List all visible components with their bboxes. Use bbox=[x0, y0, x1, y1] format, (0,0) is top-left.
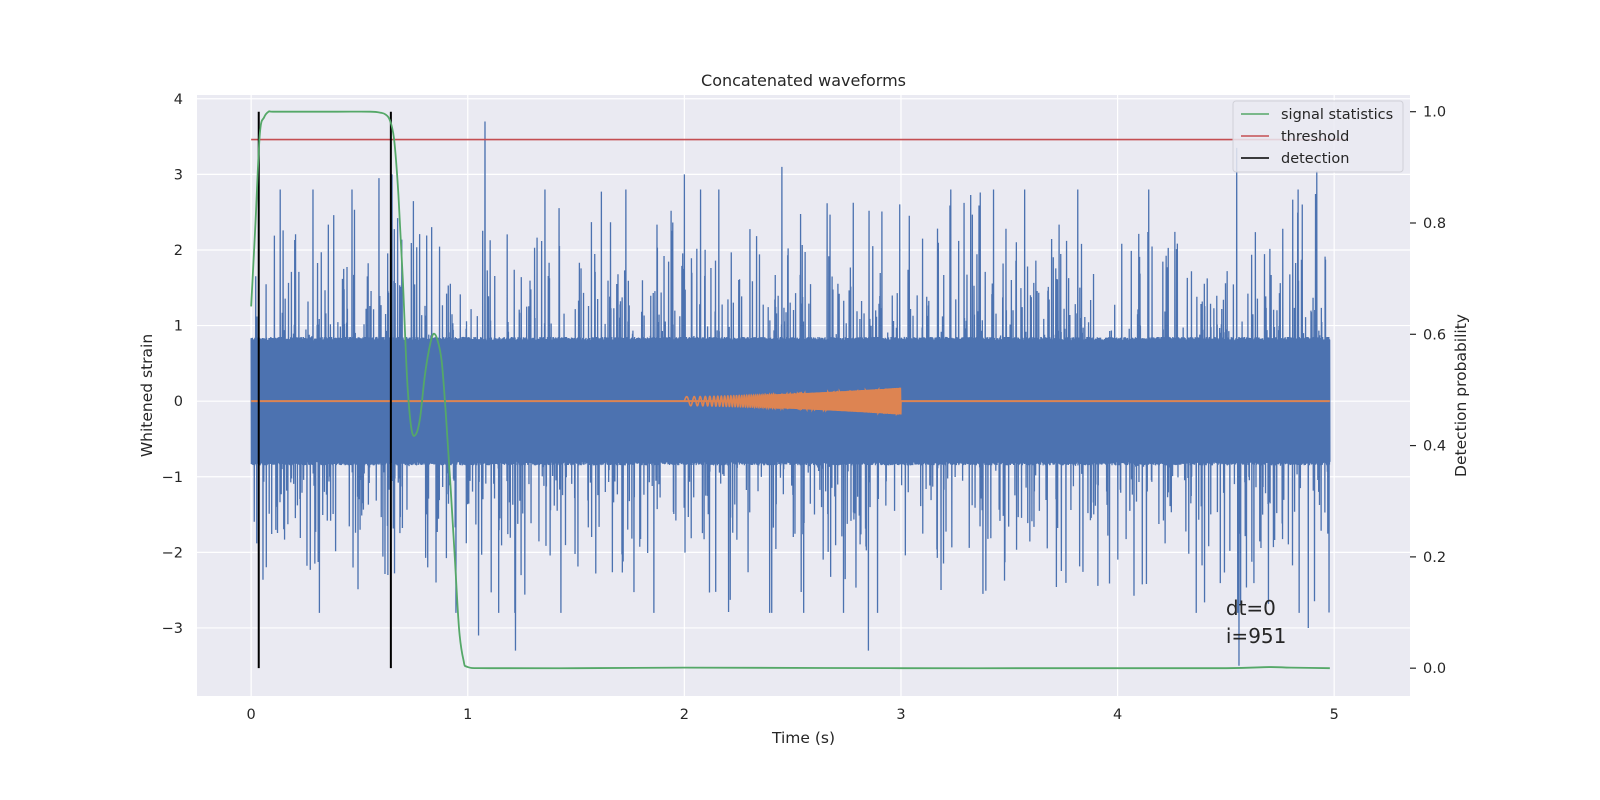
legend: signal statistics threshold detection bbox=[1232, 100, 1404, 173]
legend-entry-detection: detection bbox=[1281, 151, 1349, 167]
y-right-tick-label: 0.6 bbox=[1423, 327, 1446, 343]
y-tick-label: 3 bbox=[174, 167, 183, 183]
x-tick-label: 0 bbox=[247, 707, 256, 723]
y-axis-label: Whitened strain bbox=[138, 334, 156, 457]
y-tick-label: −3 bbox=[162, 621, 183, 637]
y-tick-label: −2 bbox=[162, 545, 183, 561]
x-tick-label: 1 bbox=[463, 707, 472, 723]
x-tick-label: 3 bbox=[896, 707, 905, 723]
chart-title: Concatenated waveforms bbox=[701, 71, 906, 90]
x-tick-label: 4 bbox=[1113, 707, 1122, 723]
series-waveform-chirp bbox=[683, 387, 902, 417]
y-tick-label: 2 bbox=[174, 243, 183, 259]
y-right-tick-label: 0.4 bbox=[1423, 439, 1446, 455]
legend-entry-signal-statistics: signal statistics bbox=[1281, 107, 1393, 123]
y-axis-right-label: Detection probability bbox=[1452, 314, 1470, 477]
legend-box bbox=[1232, 100, 1404, 173]
y-right-tick-label: 0.8 bbox=[1423, 216, 1446, 232]
x-tick-label: 5 bbox=[1330, 707, 1339, 723]
series-signal-statistics bbox=[250, 110, 1330, 670]
y-tick-label: 4 bbox=[174, 92, 183, 108]
x-tick-label: 2 bbox=[680, 707, 689, 723]
y-right-tick-label: 0.0 bbox=[1423, 661, 1446, 677]
x-axis-label: Time (s) bbox=[771, 729, 835, 747]
annotation-dt: dt=0 bbox=[1226, 596, 1276, 620]
y-tick-label: −1 bbox=[162, 470, 183, 486]
annotation-index: i=951 bbox=[1226, 624, 1287, 648]
y-tick-label: 0 bbox=[174, 394, 183, 410]
y-right-tick-label: 0.2 bbox=[1423, 550, 1446, 566]
y-tick-label: 1 bbox=[174, 319, 183, 335]
legend-entry-threshold: threshold bbox=[1281, 129, 1349, 145]
y-right-tick-label: 1.0 bbox=[1423, 105, 1446, 121]
annotation: dt=0 i=951 bbox=[1226, 596, 1287, 648]
